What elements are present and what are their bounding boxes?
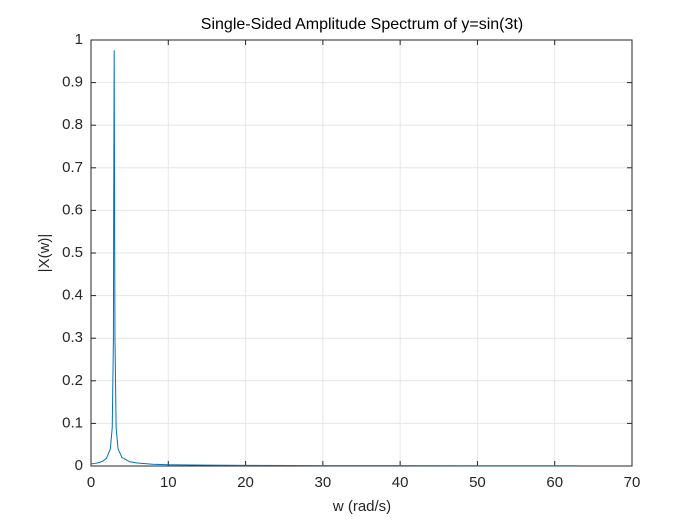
y-tick-label: 0.6 — [62, 201, 83, 218]
y-tick-label: 0.8 — [62, 116, 83, 133]
chart-title: Single-Sided Amplitude Spectrum of y=sin… — [201, 16, 523, 33]
y-tick-label: 0.2 — [62, 372, 83, 389]
x-tick-label: 70 — [624, 474, 641, 491]
y-tick-label: 0.7 — [62, 159, 83, 176]
x-axis-label: w (rad/s) — [332, 498, 391, 515]
y-tick-label: 0 — [75, 457, 83, 474]
y-tick-label: 0.9 — [62, 74, 83, 91]
x-tick-label: 30 — [315, 474, 332, 491]
y-axis-label: |X(w)| — [36, 234, 53, 273]
x-tick-label: 20 — [237, 474, 254, 491]
x-tick-label: 50 — [469, 474, 486, 491]
y-tick-label: 1 — [75, 31, 83, 48]
x-tick-label: 0 — [87, 474, 95, 491]
y-tick-label: 0.4 — [62, 287, 83, 304]
y-tick-label: 0.5 — [62, 244, 83, 261]
y-tick-label: 0.3 — [62, 329, 83, 346]
x-tick-label: 60 — [546, 474, 563, 491]
x-tick-label: 40 — [392, 474, 409, 491]
spectrum-line — [90, 50, 578, 467]
y-tick-label: 0.1 — [62, 414, 83, 431]
x-tick-label: 10 — [160, 474, 177, 491]
